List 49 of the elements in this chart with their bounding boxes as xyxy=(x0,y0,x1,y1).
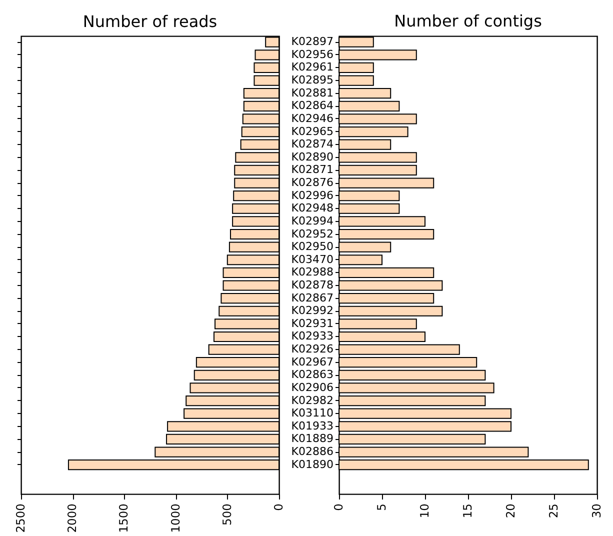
y-tick-label: K02956 xyxy=(291,48,334,61)
x-tick-label: 0 xyxy=(272,504,286,511)
y-tick-label: K02946 xyxy=(291,112,334,125)
y-tick-label: K02890 xyxy=(291,150,334,164)
x-tick-label: 10 xyxy=(418,504,432,518)
y-tick-label: K02931 xyxy=(291,316,334,330)
y-tick-label: K02871 xyxy=(291,163,334,176)
x-tick-label: 2500 xyxy=(14,504,28,533)
y-tick-label: K02996 xyxy=(291,188,334,202)
y-tick-label: K02933 xyxy=(291,330,334,343)
y-tick-label: K02897 xyxy=(291,35,334,48)
y-tick-label: K01890 xyxy=(291,458,334,471)
y-tick-label: K01933 xyxy=(291,419,334,432)
y-tick-label: K02926 xyxy=(291,342,334,356)
x-tick-label: 25 xyxy=(546,504,560,518)
y-tick-label: K02878 xyxy=(291,278,334,292)
x-tick-label: 1500 xyxy=(116,504,131,533)
x-tick-label: 5 xyxy=(374,504,388,511)
y-tick-label: K02863 xyxy=(291,368,334,382)
y-tick-label: K02988 xyxy=(291,266,334,279)
y-tick-label: K02952 xyxy=(291,227,334,240)
y-tick-label: K02948 xyxy=(291,202,334,215)
y-tick-label: K01889 xyxy=(291,432,334,446)
x-tick-label: 2000 xyxy=(65,504,80,533)
y-tick-label: K02982 xyxy=(291,394,334,407)
y-tick-label: K02961 xyxy=(291,60,334,74)
x-tick-label: 20 xyxy=(504,504,518,518)
x-tick-label: 15 xyxy=(460,504,474,518)
x-tick-label: 1000 xyxy=(168,504,182,533)
y-tick-label: K02906 xyxy=(291,380,334,394)
y-tick-label: K02965 xyxy=(291,124,334,138)
y-tick-label: K02864 xyxy=(291,99,334,112)
y-tick-label: K02874 xyxy=(291,138,334,151)
y-tick-label: K02994 xyxy=(291,214,334,228)
y-tick-label: K02992 xyxy=(291,304,334,318)
chart-title: Number of contigs xyxy=(394,12,542,31)
y-tick-label: K03470 xyxy=(291,252,334,266)
x-tick-label: 0 xyxy=(332,504,346,511)
y-tick-label: K03110 xyxy=(291,406,334,420)
x-tick-label: 30 xyxy=(590,504,604,518)
y-tick-label: K02950 xyxy=(291,240,334,254)
x-tick-label: 500 xyxy=(220,504,234,526)
y-tick-label: K02895 xyxy=(291,74,334,87)
y-tick-label: K02881 xyxy=(291,86,334,100)
y-tick-label: K02876 xyxy=(291,176,334,190)
y-tick-label: K02967 xyxy=(291,355,334,368)
y-tick-label: K02867 xyxy=(291,291,334,304)
y-tick-label: K02886 xyxy=(291,445,334,458)
chart-title: Number of reads xyxy=(82,12,218,31)
